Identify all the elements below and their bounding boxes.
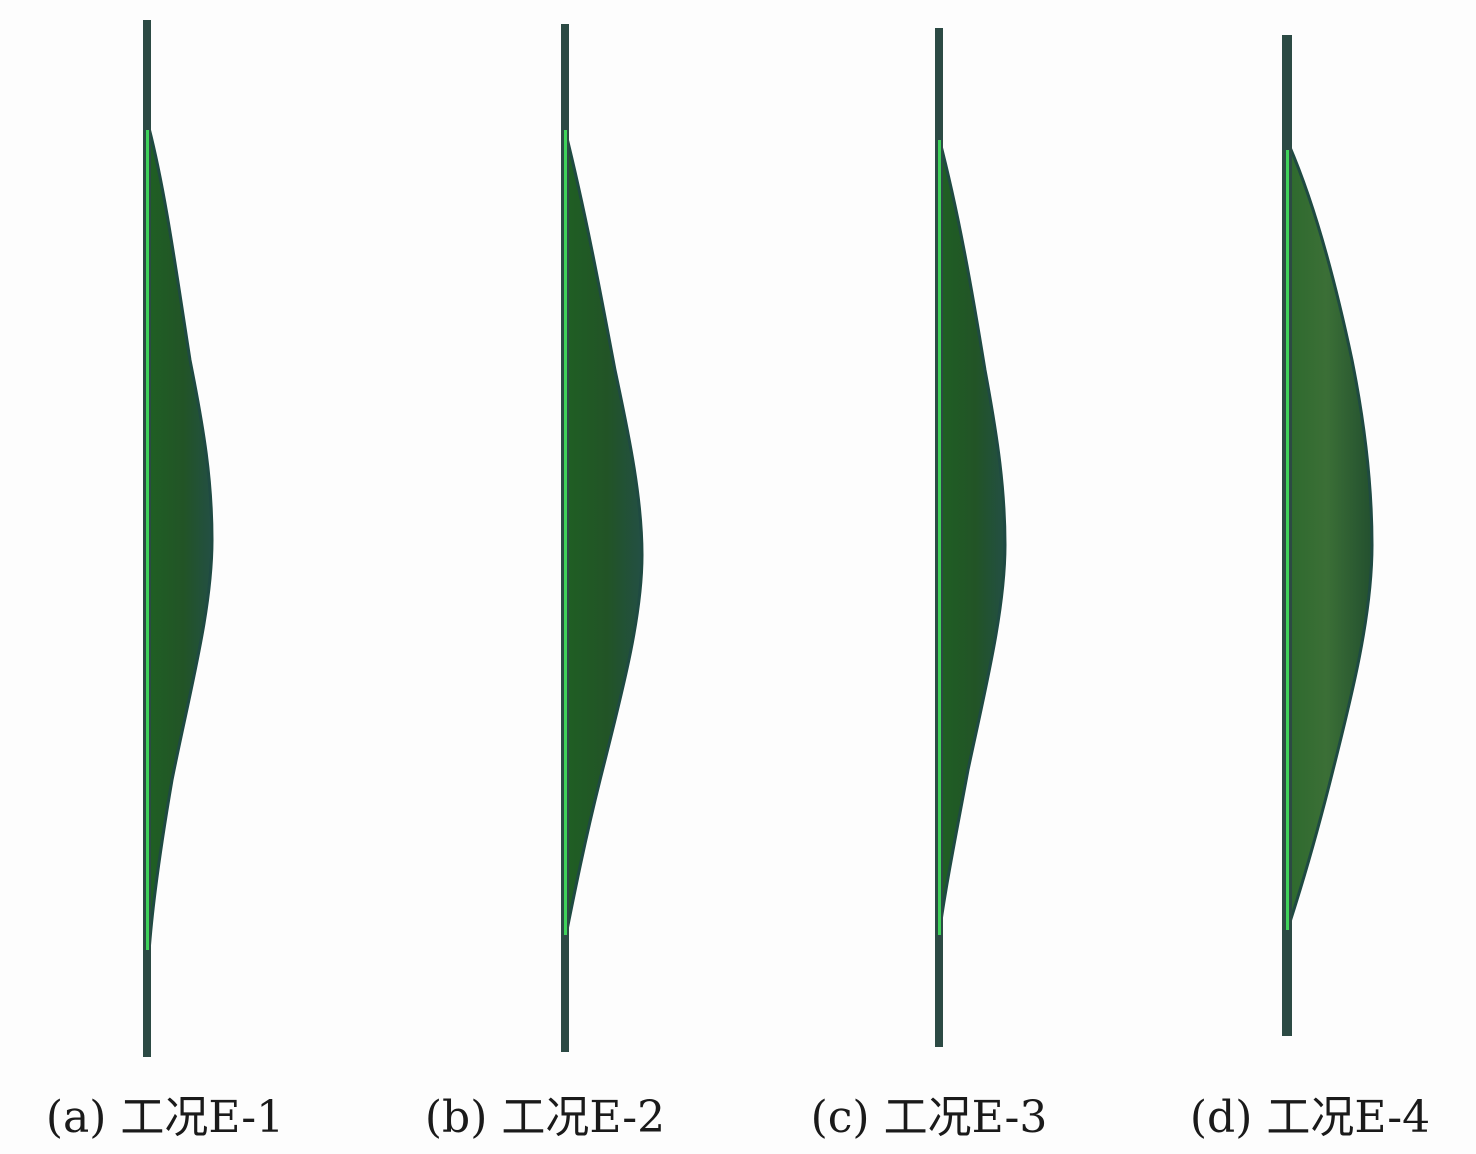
caption-panel-a: (a) 工况E-1	[45, 1092, 285, 1143]
rod-highlight-b	[564, 130, 567, 935]
caption-panel-d: (d) 工况E-4	[1189, 1092, 1431, 1143]
caption-panel-c: (c) 工况E-3	[810, 1092, 1048, 1143]
deformation-bulge-a	[147, 127, 214, 953]
rod-highlight-a	[146, 130, 149, 950]
rod-highlight-c	[938, 140, 941, 935]
panel-c	[935, 28, 1007, 1047]
deformation-bulge-d	[1287, 144, 1374, 926]
deformation-bulge-c	[937, 137, 1007, 936]
rod-highlight-d	[1286, 150, 1289, 930]
deformation-bulge-b	[563, 129, 644, 941]
caption-panel-b: (b) 工况E-2	[424, 1092, 666, 1143]
panel-b	[561, 24, 644, 1052]
panel-a	[143, 20, 214, 1057]
panel-d	[1282, 35, 1374, 1036]
